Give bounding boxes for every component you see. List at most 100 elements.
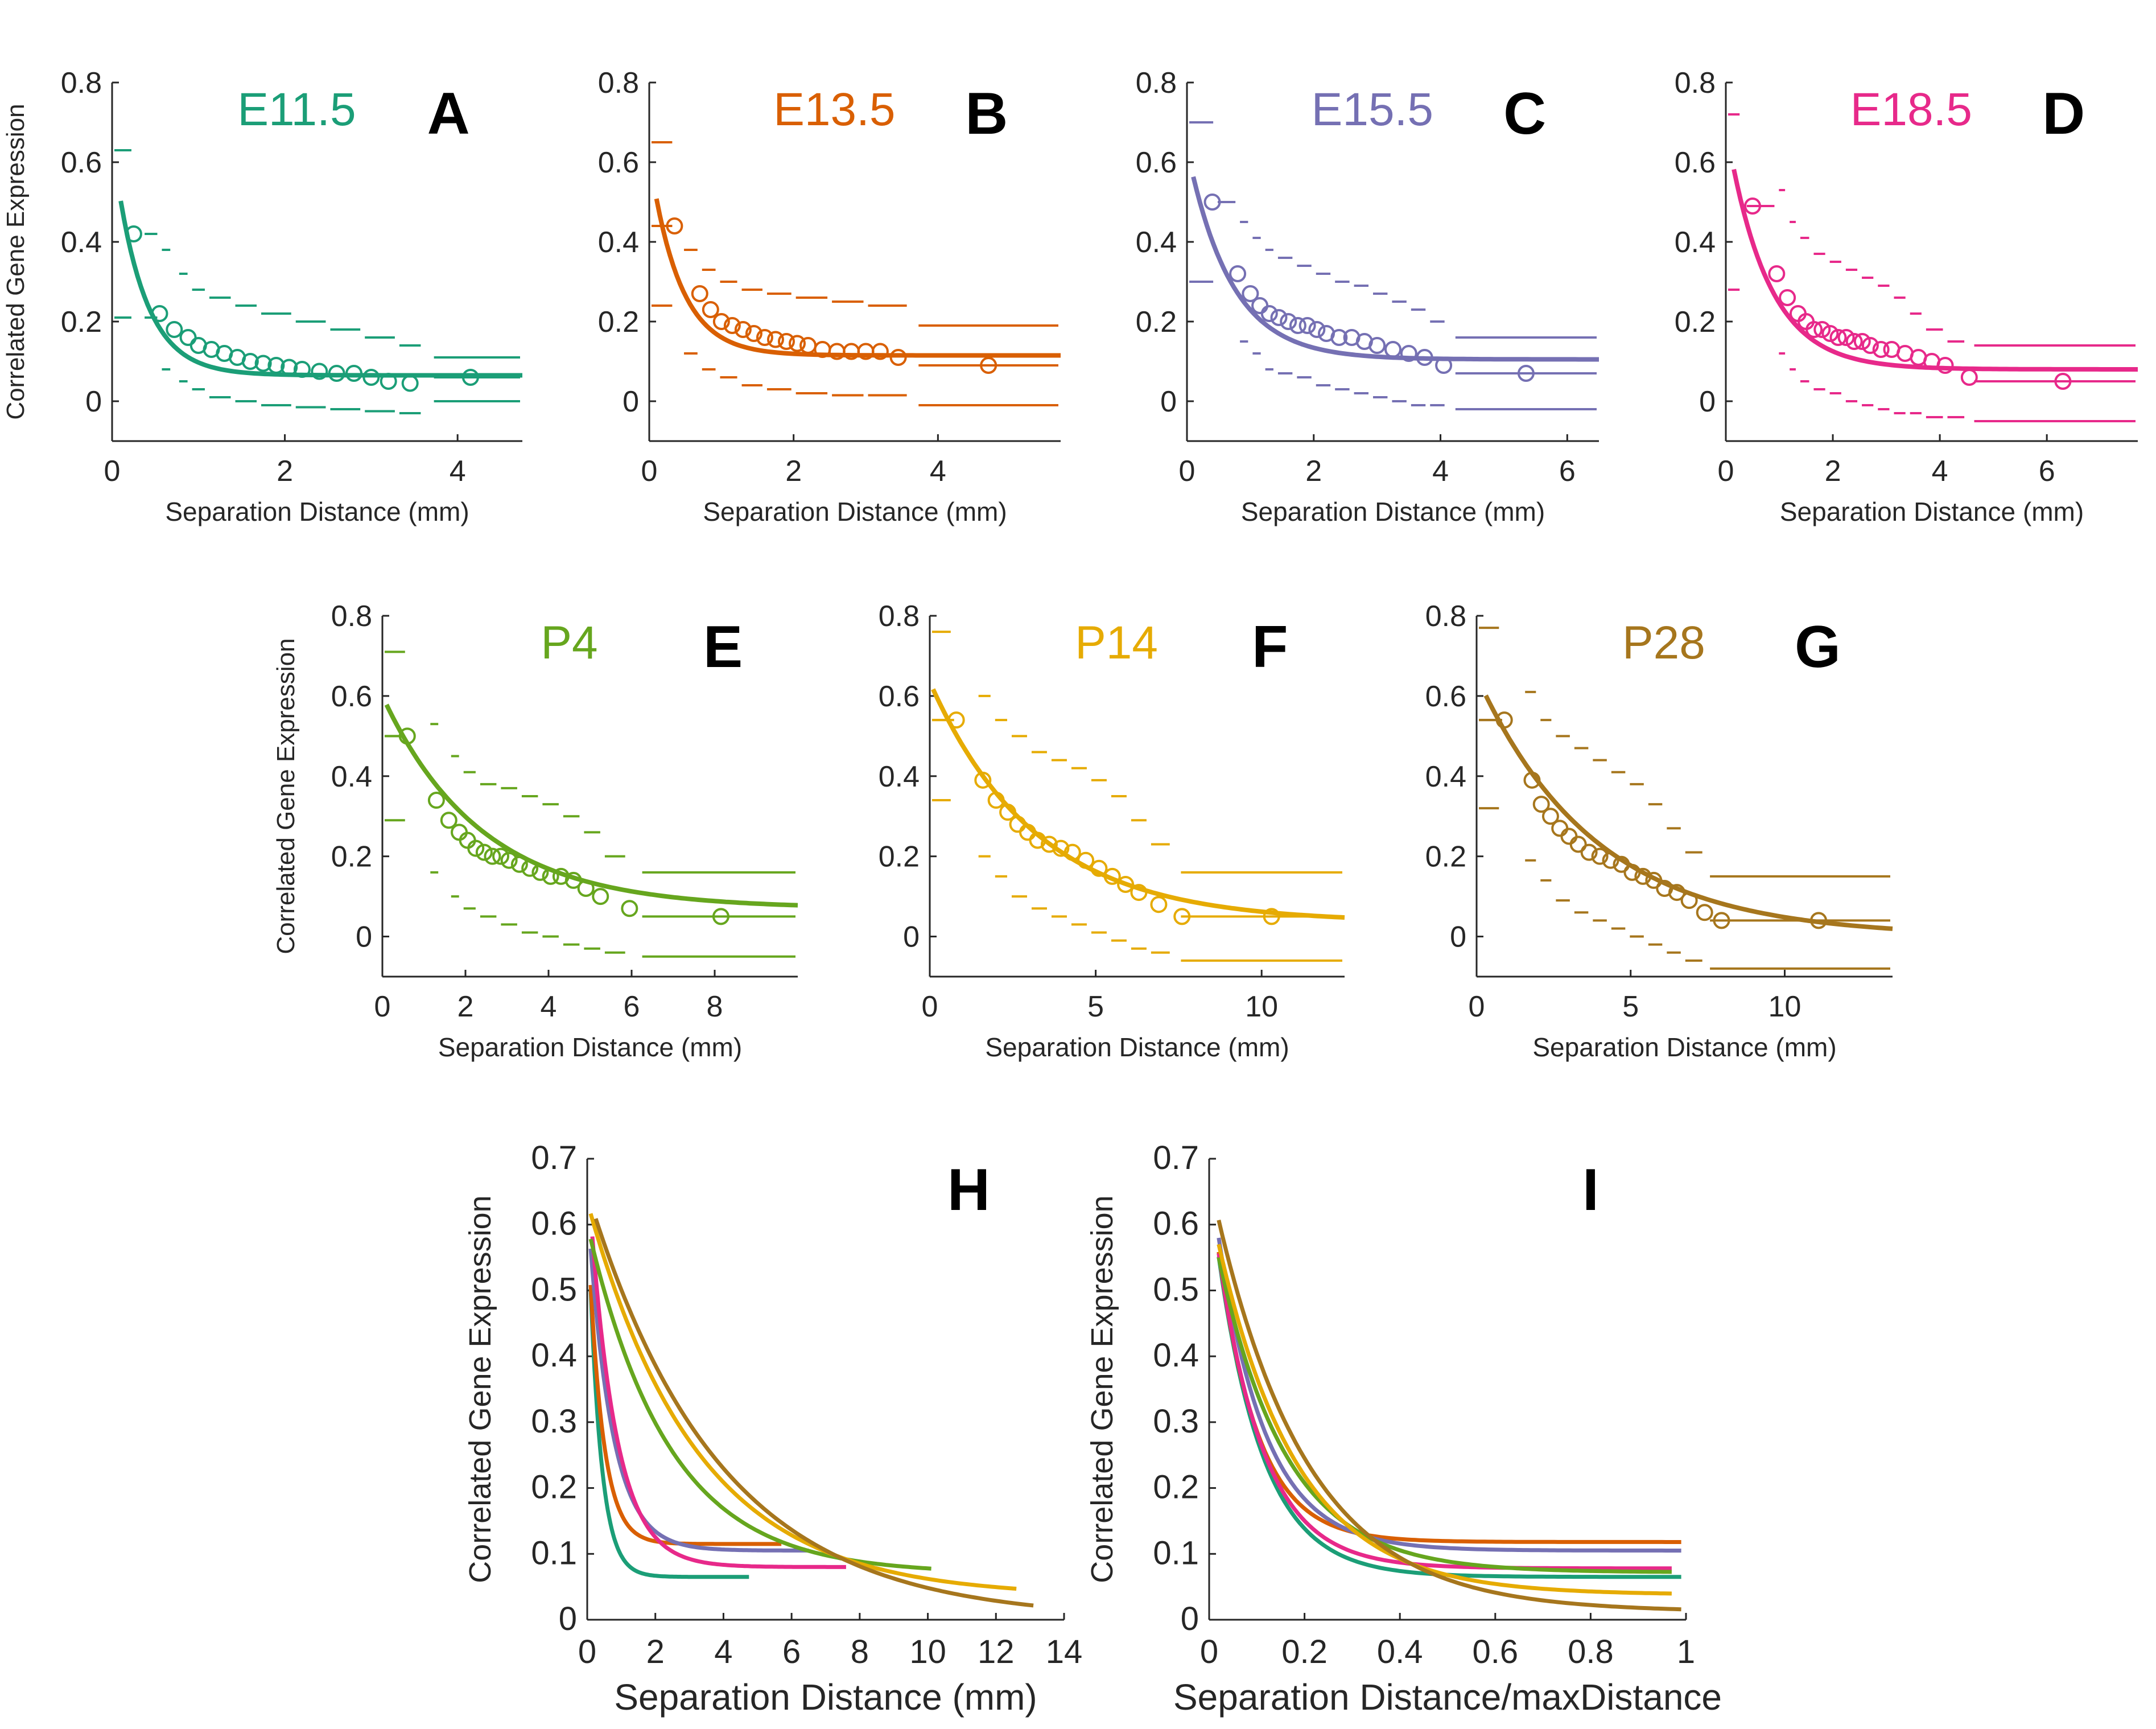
fit-curve	[1217, 1219, 1681, 1612]
data-point	[1063, 843, 1081, 861]
y-tick-label: 0.8	[879, 600, 920, 633]
y-tick-label: 0.8	[61, 67, 102, 100]
data-point	[125, 225, 142, 242]
fit-curve	[588, 1248, 809, 1553]
fit-curve	[1191, 176, 1599, 362]
panel-letter: E	[703, 614, 743, 680]
y-tick-label: 0	[356, 921, 372, 954]
data-point	[166, 321, 183, 338]
data-point	[1936, 357, 1954, 374]
data-point	[1645, 871, 1663, 889]
panel-letter: G	[1795, 614, 1841, 680]
panel-letter: F	[1252, 614, 1288, 680]
data-point	[1813, 321, 1831, 338]
data-point	[1260, 305, 1278, 322]
y-tick-label: 0.6	[1136, 146, 1177, 179]
x-tick-label: 4	[1932, 455, 1948, 488]
data-point	[1150, 896, 1168, 913]
fit-curve	[1217, 1256, 1681, 1579]
x-tick-label: 4	[450, 455, 466, 488]
x-tick-label: 0	[374, 990, 391, 1023]
y-tick-label: 0.4	[331, 760, 372, 793]
y-tick-label: 0.6	[61, 146, 102, 179]
data-point	[500, 851, 518, 869]
panel-letter: H	[947, 1157, 990, 1223]
data-point	[1384, 341, 1401, 358]
data-point	[362, 369, 380, 386]
panel-letter: C	[1503, 81, 1546, 147]
x-tick-label: 5	[1622, 990, 1639, 1023]
y-tick-label: 0.6	[1425, 680, 1466, 713]
fit-curve	[590, 1236, 846, 1569]
data-point	[1077, 851, 1095, 869]
data-point	[1251, 297, 1269, 314]
y-tick-label: 0.4	[1136, 226, 1177, 259]
x-tick-label: 14	[1046, 1633, 1083, 1670]
data-point	[475, 843, 493, 861]
data-point	[1368, 337, 1386, 354]
panel-f: 0 0.2 0.4 0.6 0.8 0 5 10 Separation Distance (mm…	[879, 600, 1345, 1062]
x-axis-label: Separation Distance/maxDistance	[1173, 1677, 1722, 1718]
fit-curve	[118, 200, 522, 378]
x-tick-label: 0.6	[1472, 1633, 1518, 1670]
data-point	[484, 847, 501, 865]
x-tick-label: 4	[541, 990, 557, 1023]
data-point	[702, 301, 719, 318]
data-point	[1845, 333, 1863, 350]
panel-e: 0 0.2 0.4 0.6 0.8 0 2 4 6 8 Separation Distance (m…	[272, 600, 798, 1062]
y-tick-label: 0.8	[1425, 600, 1466, 633]
fit-curve	[588, 1238, 931, 1571]
data-point	[267, 357, 285, 374]
x-tick-label: 5	[1087, 990, 1104, 1023]
fit-curve	[593, 1218, 1034, 1608]
x-tick-label: 10	[1769, 990, 1802, 1023]
panel-g: 0 0.2 0.4 0.6 0.8 0 5 10 Separation Distance (mm…	[1425, 600, 1893, 1062]
x-axis-label: Separation Distance (mm)	[703, 497, 1007, 526]
y-tick-label: 0.8	[1675, 67, 1716, 100]
data-point	[1130, 884, 1148, 901]
data-point	[427, 792, 445, 809]
data-point	[1779, 289, 1796, 306]
fit-curve	[588, 1285, 782, 1546]
data-point	[1289, 317, 1306, 334]
y-tick-label: 0	[1699, 385, 1716, 418]
y-tick-label: 0.4	[879, 760, 920, 793]
y-tick-label: 0.8	[598, 67, 639, 100]
data-point	[1634, 867, 1652, 885]
fit-curve	[931, 688, 1345, 920]
y-tick-label: 0.3	[531, 1403, 577, 1440]
panel-title: E11.5	[237, 84, 356, 135]
data-point	[1551, 820, 1569, 837]
data-point	[345, 365, 363, 382]
y-tick-label: 0.5	[1153, 1271, 1199, 1308]
data-point	[621, 900, 638, 917]
data-point	[151, 305, 168, 322]
y-tick-label: 0.8	[1136, 67, 1177, 100]
data-point	[1435, 357, 1453, 374]
data-point	[778, 333, 795, 350]
data-point	[1591, 847, 1609, 865]
x-tick-label: 4	[714, 1633, 732, 1670]
data-point	[1768, 265, 1786, 282]
fit-curve	[1732, 168, 2138, 372]
y-tick-label: 0	[1160, 385, 1177, 418]
data-point	[1400, 345, 1417, 362]
panel-d: 0 0.2 0.4 0.6 0.8 0 2 4 6 Separation Distance (mm…	[1675, 67, 2138, 526]
y-axis-label: Correlated Gene Expression	[1085, 1195, 1119, 1583]
data-point	[1090, 859, 1108, 877]
x-tick-label: 8	[851, 1633, 869, 1670]
x-tick-label: 6	[2039, 455, 2055, 488]
data-point	[1569, 835, 1587, 853]
x-tick-label: 10	[909, 1633, 946, 1670]
data-point	[1829, 329, 1847, 346]
data-point	[293, 361, 311, 378]
y-tick-label: 0	[903, 921, 920, 954]
data-point	[1270, 309, 1288, 326]
x-tick-label: 0	[104, 455, 121, 488]
panel-letter: B	[965, 81, 1008, 147]
x-axis-label: Separation Distance (mm)	[614, 1677, 1037, 1718]
y-tick-label: 0	[559, 1600, 577, 1637]
x-tick-label: 2	[1305, 455, 1322, 488]
x-tick-label: 0	[1469, 990, 1485, 1023]
data-point	[1580, 843, 1598, 861]
